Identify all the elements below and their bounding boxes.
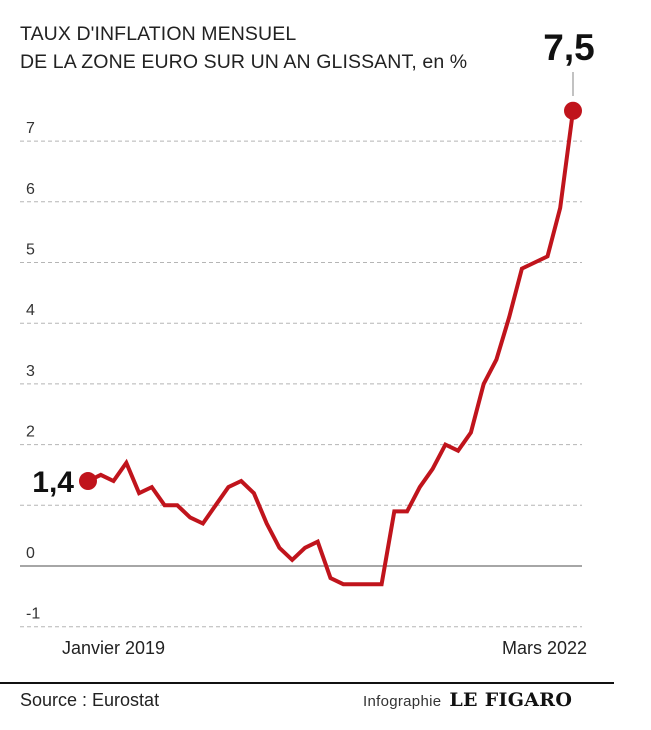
x-end-label: Mars 2022 xyxy=(502,638,587,658)
start-point-marker xyxy=(79,472,97,491)
line-chart: -1 0 2 3 4 5 6 7 1,4 7,5 Janvier 2019 Mars 2022 xyxy=(20,27,595,658)
start-value-label: 1,4 xyxy=(32,466,74,499)
chart-title-line-2: DE LA ZONE EURO SUR UN AN GLISSANT, en % xyxy=(20,48,467,76)
y-tick-label: 5 xyxy=(26,242,35,259)
y-tick-label: 6 xyxy=(26,181,35,198)
source-note: Source : Eurostat xyxy=(20,690,160,710)
chart-title-line-2-text: DE LA ZONE EURO SUR UN AN GLISSANT, xyxy=(20,51,417,73)
y-tick-label: 7 xyxy=(26,120,35,137)
y-tick-label: 4 xyxy=(26,302,35,319)
chart-title: TAUX D'INFLATION MENSUEL DE LA ZONE EURO… xyxy=(20,20,467,76)
y-tick-label: 2 xyxy=(26,424,35,441)
infographie-label: Infographie xyxy=(363,693,442,710)
le-figaro-logo: LE FIGARO xyxy=(449,689,573,711)
y-tick-label: 3 xyxy=(26,363,35,380)
end-point-marker xyxy=(564,101,582,120)
end-value-label: 7,5 xyxy=(543,27,594,68)
y-tick-label: -1 xyxy=(26,606,40,623)
x-start-label: Janvier 2019 xyxy=(62,638,165,658)
inflation-line xyxy=(87,110,575,587)
footer-divider xyxy=(0,682,614,684)
credit: Infographie LE FIGARO xyxy=(363,689,572,711)
chart-unit: en % xyxy=(422,51,468,73)
chart-title-line-1: TAUX D'INFLATION MENSUEL xyxy=(20,23,297,45)
y-tick-label: 0 xyxy=(26,545,35,562)
